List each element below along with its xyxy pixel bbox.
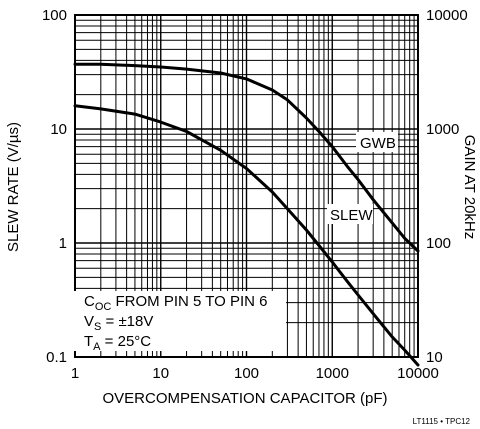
curve-labels: GWB SLEW	[327, 132, 398, 224]
footnote: LT1115 • TPC12	[413, 417, 471, 426]
y-tick-label: 10	[50, 121, 67, 138]
legend-line-2: VS = ±18V	[84, 313, 153, 333]
y-tick-label: 100	[42, 7, 67, 24]
x-tick-label: 10000	[397, 365, 439, 382]
legend-line-1: COC FROM PIN 5 TO PIN 6	[84, 293, 268, 313]
data-series	[73, 62, 420, 367]
gwb-curve-label: GWB	[360, 135, 396, 152]
y2-tick-label: 10000	[426, 7, 468, 24]
y2-tick-label: 10	[426, 349, 443, 366]
x-tick-label: 10	[152, 365, 169, 382]
plot-frame	[74, 14, 419, 358]
y2-tick-labels: 10 100 1000 10000	[426, 7, 468, 366]
y-tick-label: 0.1	[46, 349, 67, 366]
gwb-curve	[73, 62, 420, 253]
legend-line-3: TA = 25°C	[84, 333, 151, 353]
y2-axis-label: GAIN AT 20kHz	[461, 135, 478, 239]
x-tick-label: 1000	[316, 365, 349, 382]
x-tick-label: 1	[71, 365, 79, 382]
y-tick-label: 1	[59, 235, 67, 252]
y-tick-labels: 0.1 1 10 100	[42, 7, 67, 366]
x-tick-label: 100	[234, 365, 259, 382]
conditions-legend: COC FROM PIN 5 TO PIN 6 VS = ±18V TA = 2…	[74, 291, 286, 353]
x-axis-label: OVERCOMPENSATION CAPACITOR (pF)	[102, 390, 387, 407]
y2-tick-label: 1000	[426, 121, 459, 138]
slew-curve	[73, 104, 420, 367]
slew-curve-label: SLEW	[330, 207, 373, 224]
x-tick-labels: 1 10 100 1000 10000	[71, 365, 439, 382]
y-axis-label: SLEW RATE (V/µs)	[5, 122, 22, 252]
y2-tick-label: 100	[426, 235, 451, 252]
